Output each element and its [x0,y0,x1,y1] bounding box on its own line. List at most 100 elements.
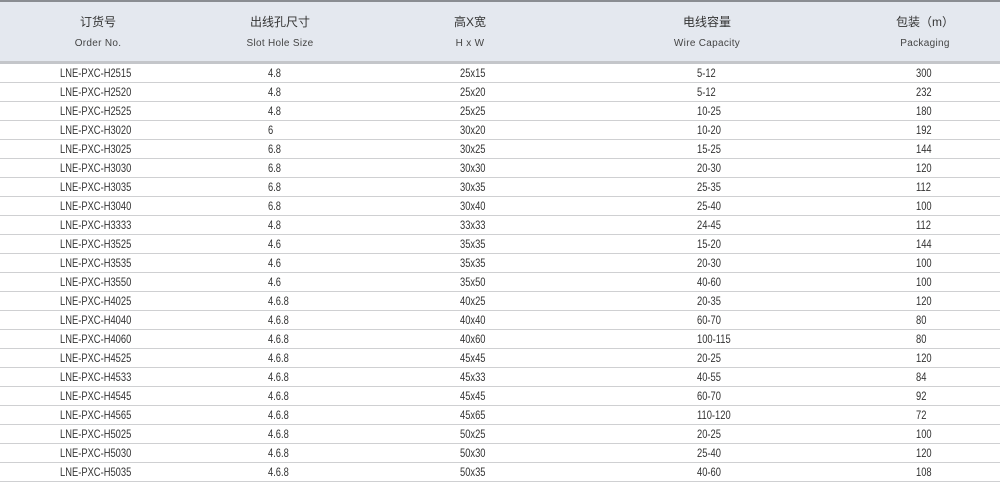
cell-h-x-w: 35x35 [460,237,486,251]
cell-wire-capacity: 10-25 [697,104,721,118]
cell-h-x-w: 50x30 [460,446,486,460]
table-row: LNE-PXC-H2515 4.8 25x15 5-12 300 [0,64,1000,83]
column-header-packaging: 包装（m） Packaging [896,2,954,61]
column-header-cn: 高X宽 [453,15,487,29]
cell-h-x-w: 30x40 [460,199,486,213]
table-row: LNE-PXC-H4025 4.6.8 40x25 20-35 120 [0,292,1000,311]
cell-h-x-w: 30x25 [460,142,486,156]
table-row: LNE-PXC-H3035 6.8 30x35 25-35 112 [0,178,1000,197]
column-header-wire-capacity: 电线容量 Wire Capacity [674,2,740,61]
table-row: LNE-PXC-H3020 6 30x20 10-20 192 [0,121,1000,140]
table-row: LNE-PXC-H3025 6.8 30x25 15-25 144 [0,140,1000,159]
cell-packaging: 120 [916,351,932,365]
cell-slot-hole-size: 4.6.8 [268,332,289,346]
table-row: LNE-PXC-H5030 4.6.8 50x30 25-40 120 [0,444,1000,463]
cell-h-x-w: 45x65 [460,408,486,422]
column-header-h-x-w: 高X宽 H x W [454,2,486,61]
cell-slot-hole-size: 4.8 [268,104,282,118]
cell-wire-capacity: 110-120 [697,408,731,422]
cell-order-no: LNE-PXC-H2520 [60,85,132,99]
cell-packaging: 192 [916,123,932,137]
cell-wire-capacity: 15-25 [697,142,721,156]
cell-slot-hole-size: 4.6.8 [268,465,289,479]
cell-slot-hole-size: 6.8 [268,161,282,175]
cell-h-x-w: 25x25 [460,104,486,118]
cell-slot-hole-size: 4.6.8 [268,427,289,441]
cell-h-x-w: 30x35 [460,180,486,194]
cell-wire-capacity: 24-45 [697,218,721,232]
cell-order-no: LNE-PXC-H3333 [60,218,132,232]
cell-slot-hole-size: 4.6 [268,275,282,289]
cell-order-no: LNE-PXC-H3535 [60,256,132,270]
table-row: LNE-PXC-H3525 4.6 35x35 15-20 144 [0,235,1000,254]
table-row: LNE-PXC-H3535 4.6 35x35 20-30 100 [0,254,1000,273]
cell-wire-capacity: 25-35 [697,180,721,194]
cell-wire-capacity: 25-40 [697,199,721,213]
cell-h-x-w: 35x35 [460,256,486,270]
cell-wire-capacity: 10-20 [697,123,721,137]
cell-packaging: 144 [916,237,932,251]
cell-h-x-w: 45x33 [460,370,486,384]
cell-packaging: 180 [916,104,932,118]
table-row: LNE-PXC-H3550 4.6 35x50 40-60 100 [0,273,1000,292]
cell-order-no: LNE-PXC-H3020 [60,123,132,137]
table-row: LNE-PXC-H5025 4.6.8 50x25 20-25 100 [0,425,1000,444]
cell-wire-capacity: 40-60 [697,275,721,289]
cell-h-x-w: 35x50 [460,275,486,289]
cell-order-no: LNE-PXC-H2525 [60,104,132,118]
cell-packaging: 100 [916,275,932,289]
cell-wire-capacity: 40-55 [697,370,721,384]
cell-h-x-w: 45x45 [460,389,486,403]
cell-h-x-w: 25x20 [460,85,486,99]
cell-wire-capacity: 20-30 [697,256,721,270]
column-header-order-no: 订货号 Order No. [75,2,122,61]
table-header: 订货号 Order No. 出线孔尺寸 Slot Hole Size 高X宽 H x W 电… [0,0,1000,64]
cell-order-no: LNE-PXC-H5030 [60,446,132,460]
cell-order-no: LNE-PXC-H4040 [60,313,132,327]
table-body: LNE-PXC-H2515 4.8 25x15 5-12 300 LNE-PXC-H252… [0,64,1000,482]
cell-order-no: LNE-PXC-H3035 [60,180,132,194]
table-row: LNE-PXC-H4525 4.6.8 45x45 20-25 120 [0,349,1000,368]
cell-wire-capacity: 60-70 [697,313,721,327]
cell-order-no: LNE-PXC-H5035 [60,465,132,479]
column-header-cn: 订货号 [79,15,117,29]
cell-slot-hole-size: 4.8 [268,85,282,99]
cell-slot-hole-size: 4.8 [268,66,282,80]
cell-wire-capacity: 5-12 [697,66,716,80]
cell-slot-hole-size: 4.6 [268,256,282,270]
table-row: LNE-PXC-H4040 4.6.8 40x40 60-70 80 [0,311,1000,330]
cell-order-no: LNE-PXC-H3525 [60,237,132,251]
cell-h-x-w: 40x40 [460,313,486,327]
cell-order-no: LNE-PXC-H3030 [60,161,132,175]
cell-packaging: 120 [916,294,932,308]
table-row: LNE-PXC-H4060 4.6.8 40x60 100-115 80 [0,330,1000,349]
cell-order-no: LNE-PXC-H3025 [60,142,132,156]
cell-h-x-w: 40x25 [460,294,486,308]
cell-packaging: 100 [916,427,932,441]
column-header-en: Wire Capacity [673,38,741,49]
cell-slot-hole-size: 4.6.8 [268,351,289,365]
cell-h-x-w: 33x33 [460,218,486,232]
cell-order-no: LNE-PXC-H4025 [60,294,132,308]
column-header-cn: 电线容量 [682,15,732,29]
cell-slot-hole-size: 4.6 [268,237,282,251]
cell-packaging: 100 [916,199,932,213]
cell-h-x-w: 25x15 [460,66,486,80]
cell-h-x-w: 50x25 [460,427,486,441]
column-header-cn: 出线孔尺寸 [249,15,311,29]
cell-slot-hole-size: 4.6.8 [268,446,289,460]
cell-packaging: 72 [916,408,927,422]
cell-packaging: 300 [916,66,932,80]
cell-order-no: LNE-PXC-H3550 [60,275,132,289]
cell-wire-capacity: 20-35 [697,294,721,308]
cell-slot-hole-size: 4.6.8 [268,408,289,422]
cell-wire-capacity: 20-25 [697,427,721,441]
cell-wire-capacity: 40-60 [697,465,721,479]
cell-slot-hole-size: 4.6.8 [268,389,289,403]
column-header-cn: 包装（m） [896,15,954,29]
table-row: LNE-PXC-H4565 4.6.8 45x65 110-120 72 [0,406,1000,425]
cell-packaging: 112 [916,180,931,194]
cell-slot-hole-size: 6.8 [268,142,282,156]
cell-h-x-w: 50x35 [460,465,486,479]
cell-order-no: LNE-PXC-H4060 [60,332,132,346]
